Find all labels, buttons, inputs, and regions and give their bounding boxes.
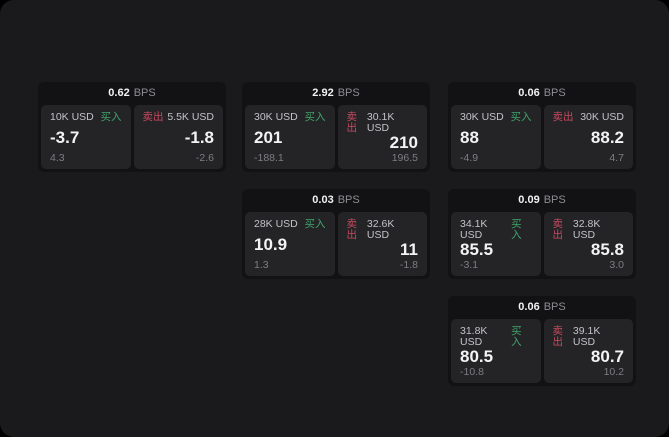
quote-card-1-header: 0.62 BPS bbox=[41, 82, 223, 105]
sell-price-value: 80.7 bbox=[590, 347, 624, 367]
sell-side-tag: 卖出 bbox=[552, 111, 574, 123]
bps-unit-label: BPS bbox=[543, 301, 566, 313]
bps-value: 0.06 bbox=[518, 87, 540, 99]
buy-size-label: 30K USD bbox=[254, 111, 298, 123]
buy-price-value: 88 bbox=[460, 128, 479, 147]
buy-size-label: 10K USD bbox=[50, 111, 94, 123]
sell-delta-value: 3.0 bbox=[609, 258, 624, 271]
quote-card-5-header: 0.09 BPS bbox=[451, 189, 633, 212]
sell-quote-panel[interactable]: 卖出 32.8K USD 85.8 3.0 bbox=[543, 212, 633, 276]
buy-side-tag: 买入 bbox=[304, 218, 326, 230]
buy-side-tag: 买入 bbox=[511, 218, 522, 241]
buy-quote-panel[interactable]: 10K USD 买入 -3.7 4.3 bbox=[41, 105, 131, 169]
bps-unit-label: BPS bbox=[337, 194, 360, 206]
buy-delta-value: 4.3 bbox=[50, 151, 65, 164]
sell-price-value: 11 bbox=[400, 240, 418, 260]
sell-quote-panel[interactable]: 卖出 30.1K USD 210 196.5 bbox=[337, 105, 427, 169]
quote-card-5: 0.09 BPS 34.1K USD 买入 85.5 -3.1 卖出 32.8K… bbox=[448, 189, 636, 279]
bps-value: 0.03 bbox=[312, 194, 334, 206]
sell-side-tag: 卖出 bbox=[552, 325, 564, 348]
buy-size-label: 34.1K USD bbox=[460, 218, 488, 241]
sell-side-tag: 卖出 bbox=[142, 111, 164, 123]
sell-size-label: 30.1K USD bbox=[366, 111, 395, 134]
sell-size-label: 32.6K USD bbox=[366, 218, 395, 241]
sell-side-tag: 卖出 bbox=[552, 218, 564, 241]
quote-card-4: 0.03 BPS 28K USD 买入 10.9 1.3 卖出 32.6K US… bbox=[242, 189, 430, 279]
buy-price-value: -3.7 bbox=[50, 128, 80, 147]
quote-card-4-header: 0.03 BPS bbox=[245, 189, 427, 212]
quote-card-2-header: 2.92 BPS bbox=[245, 82, 427, 105]
sell-quote-panel[interactable]: 卖出 5.5K USD -1.8 -2.6 bbox=[133, 105, 223, 169]
sell-size-label: 39.1K USD bbox=[572, 325, 601, 348]
quote-card-3: 0.06 BPS 30K USD 买入 88 -4.9 卖出 30K USD 8… bbox=[448, 82, 636, 172]
sell-quote-panel[interactable]: 卖出 32.6K USD 11 -1.8 bbox=[337, 212, 427, 276]
sell-delta-value: -1.8 bbox=[399, 258, 418, 271]
buy-side-tag: 买入 bbox=[100, 111, 122, 123]
bps-unit-label: BPS bbox=[133, 87, 156, 99]
sell-delta-value: -2.6 bbox=[195, 151, 214, 164]
buy-delta-value: -10.8 bbox=[460, 365, 484, 378]
sell-price-value: -1.8 bbox=[184, 128, 214, 147]
quote-card-3-header: 0.06 BPS bbox=[451, 82, 633, 105]
sell-side-tag: 卖出 bbox=[346, 111, 358, 134]
buy-delta-value: -3.1 bbox=[460, 258, 479, 271]
buy-side-tag: 买入 bbox=[511, 325, 522, 348]
buy-quote-panel[interactable]: 31.8K USD 买入 80.5 -10.8 bbox=[451, 319, 541, 383]
sell-delta-value: 196.5 bbox=[391, 151, 418, 164]
sell-delta-value: 10.2 bbox=[603, 365, 624, 378]
sell-size-label: 32.8K USD bbox=[572, 218, 601, 241]
bps-value: 0.62 bbox=[108, 87, 130, 99]
sell-quote-panel[interactable]: 卖出 39.1K USD 80.7 10.2 bbox=[543, 319, 633, 383]
buy-delta-value: -188.1 bbox=[254, 151, 284, 164]
bps-unit-label: BPS bbox=[543, 87, 566, 99]
bps-value: 2.92 bbox=[312, 87, 334, 99]
buy-delta-value: 1.3 bbox=[254, 258, 269, 271]
buy-price-value: 201 bbox=[254, 128, 283, 147]
sell-price-value: 210 bbox=[389, 133, 418, 153]
bps-unit-label: BPS bbox=[337, 87, 360, 99]
quote-card-6-header: 0.06 BPS bbox=[451, 296, 633, 319]
bps-unit-label: BPS bbox=[543, 194, 566, 206]
buy-size-label: 30K USD bbox=[460, 111, 504, 123]
sell-delta-value: 4.7 bbox=[609, 151, 624, 164]
sell-size-label: 5.5K USD bbox=[167, 111, 214, 123]
buy-size-label: 28K USD bbox=[254, 218, 298, 230]
sell-price-value: 85.8 bbox=[590, 240, 624, 260]
buy-size-label: 31.8K USD bbox=[460, 325, 488, 348]
bps-value: 0.09 bbox=[518, 194, 540, 206]
buy-quote-panel[interactable]: 30K USD 买入 88 -4.9 bbox=[451, 105, 541, 169]
sell-price-value: 88.2 bbox=[590, 128, 624, 147]
buy-price-value: 10.9 bbox=[254, 235, 288, 254]
quote-card-6: 0.06 BPS 31.8K USD 买入 80.5 -10.8 卖出 39.1… bbox=[448, 296, 636, 386]
sell-size-label: 30K USD bbox=[580, 111, 624, 123]
buy-side-tag: 买入 bbox=[510, 111, 532, 123]
buy-delta-value: -4.9 bbox=[460, 151, 479, 164]
buy-quote-panel[interactable]: 34.1K USD 买入 85.5 -3.1 bbox=[451, 212, 541, 276]
buy-side-tag: 买入 bbox=[304, 111, 326, 123]
buy-quote-panel[interactable]: 28K USD 买入 10.9 1.3 bbox=[245, 212, 335, 276]
buy-price-value: 80.5 bbox=[460, 347, 494, 367]
quote-card-2: 2.92 BPS 30K USD 买入 201 -188.1 卖出 30.1K … bbox=[242, 82, 430, 172]
buy-quote-panel[interactable]: 30K USD 买入 201 -188.1 bbox=[245, 105, 335, 169]
quote-card-1: 0.62 BPS 10K USD 买入 -3.7 4.3 卖出 5.5K USD… bbox=[38, 82, 226, 172]
bps-value: 0.06 bbox=[518, 301, 540, 313]
sell-side-tag: 卖出 bbox=[346, 218, 358, 241]
sell-quote-panel[interactable]: 卖出 30K USD 88.2 4.7 bbox=[543, 105, 633, 169]
buy-price-value: 85.5 bbox=[460, 240, 494, 260]
